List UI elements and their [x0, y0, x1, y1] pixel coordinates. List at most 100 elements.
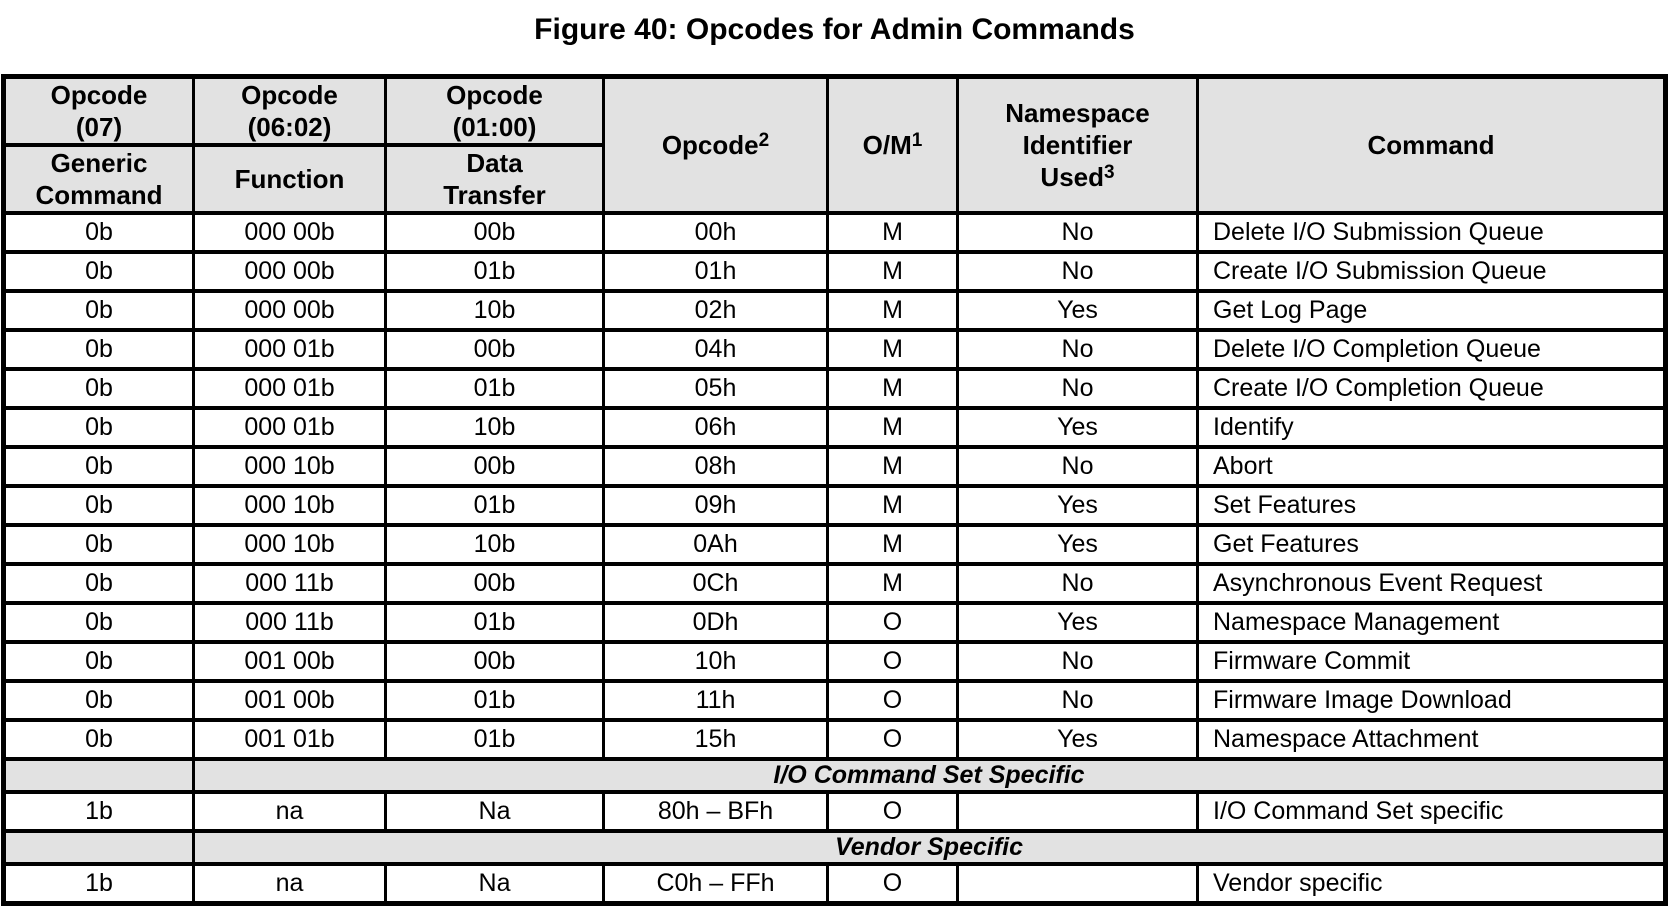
cell-function: 000 00b	[192, 289, 387, 332]
cell-om: M	[826, 484, 959, 527]
cell-opcode-07: 0b	[2, 679, 195, 722]
cell-function: na	[192, 790, 387, 833]
cell-namespace-identifier-used: No	[956, 211, 1199, 254]
cell-namespace-identifier-used: Yes	[956, 601, 1199, 644]
cell-om: M	[826, 250, 959, 293]
cell-om: M	[826, 328, 959, 371]
cell-om: M	[826, 445, 959, 488]
cell-opcode: 11h	[602, 679, 829, 722]
cell-opcode-07: 1b	[2, 790, 195, 833]
table-row: 0b 000 01b 01b 05h M No Create I/O Completion …	[2, 367, 1667, 410]
cell-function: 001 00b	[192, 640, 387, 683]
header-om-label: O/M	[862, 130, 912, 160]
cell-opcode: 01h	[602, 250, 829, 293]
cell-data-transfer: 01b	[384, 484, 605, 527]
cell-opcode: 06h	[602, 406, 829, 449]
table-header: Opcode (07) Opcode (06:02) Opcode (01:00…	[2, 74, 1667, 215]
cell-data-transfer: 10b	[384, 289, 605, 332]
cell-command: Create I/O Completion Queue	[1196, 367, 1667, 410]
cell-function: 000 00b	[192, 211, 387, 254]
section-row-left-cell	[2, 757, 195, 794]
figure-title: Figure 40: Opcodes for Admin Commands	[534, 13, 1135, 46]
header-om-footnote: 1	[911, 130, 923, 152]
cell-namespace-identifier-used: No	[956, 562, 1199, 605]
header-row-top: Opcode (07) Opcode (06:02) Opcode (01:00…	[2, 74, 1667, 215]
table-row: 0b 000 10b 00b 08h M No Abort	[2, 445, 1667, 488]
cell-command: Set Features	[1196, 484, 1667, 527]
cell-opcode: 10h	[602, 640, 829, 683]
cell-data-transfer: 00b	[384, 640, 605, 683]
table-row: 0b 000 00b 10b 02h M Yes Get Log Page	[2, 289, 1667, 332]
cell-command: Identify	[1196, 406, 1667, 449]
cell-opcode-07: 0b	[2, 484, 195, 527]
table-row: 0b 000 10b 01b 09h M Yes Set Features	[2, 484, 1667, 527]
cell-om: O	[826, 718, 959, 761]
cell-function: 001 01b	[192, 718, 387, 761]
cell-function: 000 01b	[192, 328, 387, 371]
cell-opcode-07: 0b	[2, 328, 195, 371]
cell-opcode-07: 0b	[2, 211, 195, 254]
header-nsid-used-line: Used3	[961, 161, 1195, 193]
cell-opcode: 0Ch	[602, 562, 829, 605]
header-generic-command: Generic Command	[2, 143, 195, 215]
header-om: O/M1	[826, 74, 959, 215]
cell-function: 000 11b	[192, 601, 387, 644]
cell-opcode: 15h	[602, 718, 829, 761]
cell-opcode: 04h	[602, 328, 829, 371]
cell-namespace-identifier-used: Yes	[956, 406, 1199, 449]
cell-data-transfer: 01b	[384, 250, 605, 293]
cell-opcode: 02h	[602, 289, 829, 332]
cell-opcode: C0h – FFh	[602, 862, 829, 906]
cell-om: M	[826, 289, 959, 332]
cell-command: Get Features	[1196, 523, 1667, 566]
cell-om: M	[826, 367, 959, 410]
section-label: Vendor Specific	[192, 829, 1667, 866]
cell-function: 001 00b	[192, 679, 387, 722]
table-body: 0b 000 00b 00b 00h M No Delete I/O Submission …	[2, 211, 1667, 906]
cell-function: 000 00b	[192, 250, 387, 293]
cell-opcode-07: 1b	[2, 862, 195, 906]
cell-namespace-identifier-used: No	[956, 679, 1199, 722]
cell-om: M	[826, 211, 959, 254]
cell-data-transfer: 00b	[384, 562, 605, 605]
header-command: Command	[1196, 74, 1667, 215]
table-row: 0b 000 01b 10b 06h M Yes Identify	[2, 406, 1667, 449]
table-row: 1b na Na C0h – FFh O Vendor specific	[2, 862, 1667, 906]
cell-command: Delete I/O Completion Queue	[1196, 328, 1667, 371]
cell-om: O	[826, 790, 959, 833]
cell-namespace-identifier-used: No	[956, 328, 1199, 371]
cell-function: 000 10b	[192, 484, 387, 527]
header-opcode-07: Opcode (07)	[2, 74, 195, 147]
table-row: 0b 000 00b 00b 00h M No Delete I/O Submission …	[2, 211, 1667, 254]
cell-data-transfer: 01b	[384, 601, 605, 644]
cell-namespace-identifier-used: No	[956, 367, 1199, 410]
cell-namespace-identifier-used: Yes	[956, 523, 1199, 566]
cell-namespace-identifier-used: Yes	[956, 484, 1199, 527]
section-row: Vendor Specific	[2, 829, 1667, 866]
cell-opcode-07: 0b	[2, 562, 195, 605]
cell-command: Namespace Management	[1196, 601, 1667, 644]
table-row: 0b 000 01b 00b 04h M No Delete I/O Completion …	[2, 328, 1667, 371]
cell-om: O	[826, 679, 959, 722]
cell-namespace-identifier-used	[956, 862, 1199, 906]
table-row: 0b 000 10b 10b 0Ah M Yes Get Features	[2, 523, 1667, 566]
header-function: Function	[192, 143, 387, 215]
cell-command: Delete I/O Submission Queue	[1196, 211, 1667, 254]
cell-command: Asynchronous Event Request	[1196, 562, 1667, 605]
header-nsid-used-label: Used	[1040, 162, 1104, 192]
cell-opcode: 08h	[602, 445, 829, 488]
section-row-left-cell	[2, 829, 195, 866]
table-row: 1b na Na 80h – BFh O I/O Command Set specific	[2, 790, 1667, 833]
cell-om: M	[826, 406, 959, 449]
cell-opcode: 0Dh	[602, 601, 829, 644]
cell-om: M	[826, 523, 959, 566]
cell-opcode-07: 0b	[2, 718, 195, 761]
cell-command: I/O Command Set specific	[1196, 790, 1667, 833]
cell-function: 000 01b	[192, 406, 387, 449]
cell-function: 000 10b	[192, 523, 387, 566]
header-nsid-footnote: 3	[1104, 162, 1115, 184]
cell-function: 000 10b	[192, 445, 387, 488]
header-opcode: Opcode2	[602, 74, 829, 215]
cell-opcode-07: 0b	[2, 640, 195, 683]
